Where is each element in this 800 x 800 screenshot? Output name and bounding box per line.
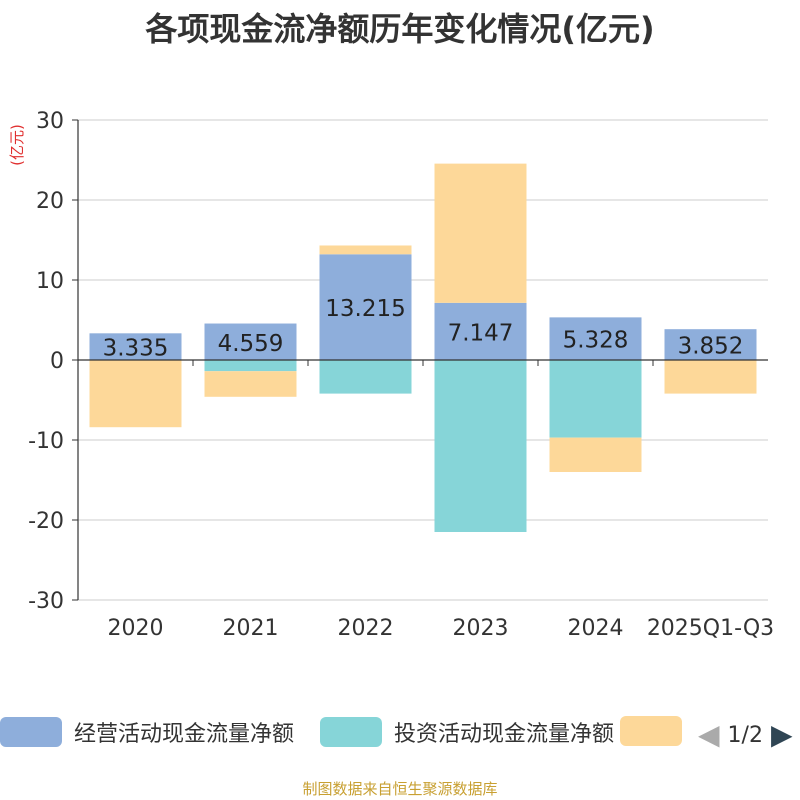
bar-investing-2022 <box>319 360 412 394</box>
chart-area: (亿元) -30 -20 -10 0 10 20 30 2020 2021 2022 2023 202… <box>8 109 774 641</box>
legend-item-financing[interactable] <box>620 716 682 746</box>
y-tick-label: 20 <box>36 189 64 214</box>
legend-swatch-financing <box>620 716 682 746</box>
x-tick-label: 2021 <box>223 616 279 641</box>
y-axis-label: (亿元) <box>8 124 26 166</box>
bar-operating-2025Q1-Q3 <box>664 329 757 360</box>
legend-label-operating: 经营活动现金流量净额 <box>74 722 295 747</box>
bar-operating-2024 <box>549 317 642 360</box>
chart-title: 各项现金流净额历年变化情况(亿元) <box>145 10 655 48</box>
source-footer: 制图数据来自恒生聚源数据库 <box>302 780 498 798</box>
next-page-icon[interactable]: ▶ <box>770 718 793 751</box>
legend-swatch-operating <box>0 717 62 747</box>
bar-investing-2024 <box>549 360 642 438</box>
x-tick-label: 2020 <box>108 616 164 641</box>
bar-operating-2022 <box>319 254 412 360</box>
x-tick-label: 2023 <box>453 616 509 641</box>
legend: 经营活动现金流量净额 投资活动现金流量净额 ◀ 1/2 ▶ <box>0 716 800 756</box>
bar-operating-2023 <box>434 302 527 360</box>
bars-group <box>89 163 757 532</box>
data-labels-group: 3.335 4.559 13.215 7.147 5.328 3.852 <box>103 296 744 362</box>
bar-operating-2020 <box>89 333 182 360</box>
bar-financing-2025Q1-Q3 <box>664 360 757 394</box>
y-tick-label: 10 <box>36 269 64 294</box>
axes-group: -30 -20 -10 0 10 20 30 2020 2021 2022 2023 2024 2025… <box>28 109 774 641</box>
x-tick-label: 2025Q1-Q3 <box>647 616 774 641</box>
legend-item-investing[interactable]: 投资活动现金流量净额 <box>320 716 614 748</box>
bar-financing-2024 <box>549 437 642 472</box>
bar-financing-2023 <box>434 163 527 303</box>
data-label: 7.147 <box>448 320 514 346</box>
y-tick-label: -20 <box>28 509 64 534</box>
data-label: 13.215 <box>325 296 405 322</box>
bar-operating-2021 <box>204 323 297 360</box>
prev-page-icon[interactable]: ◀ <box>698 718 720 751</box>
bar-financing-2022 <box>319 245 412 255</box>
y-tick-label: -30 <box>28 589 64 614</box>
y-tick-label: -10 <box>28 429 64 454</box>
bar-financing-2020 <box>89 360 182 428</box>
bar-financing-2021 <box>204 371 297 397</box>
x-tick-label: 2024 <box>568 616 624 641</box>
data-label: 5.328 <box>563 328 629 354</box>
legend-item-operating[interactable]: 经营活动现金流量净额 <box>0 716 294 748</box>
x-tick-label: 2022 <box>338 616 394 641</box>
legend-page-indicator: 1/2 <box>727 722 763 748</box>
grid-lines <box>78 119 768 601</box>
legend-swatch-investing <box>320 717 382 747</box>
legend-label-investing: 投资活动现金流量净额 <box>394 722 615 747</box>
y-tick-label: 0 <box>50 349 64 374</box>
data-label: 4.559 <box>218 331 284 357</box>
bar-investing-2021 <box>204 360 297 372</box>
bar-investing-2023 <box>434 360 527 532</box>
y-tick-label: 30 <box>36 109 64 134</box>
data-label: 3.852 <box>678 334 744 360</box>
data-label: 3.335 <box>103 336 169 362</box>
legend-pager: ◀ 1/2 ▶ <box>698 720 793 750</box>
